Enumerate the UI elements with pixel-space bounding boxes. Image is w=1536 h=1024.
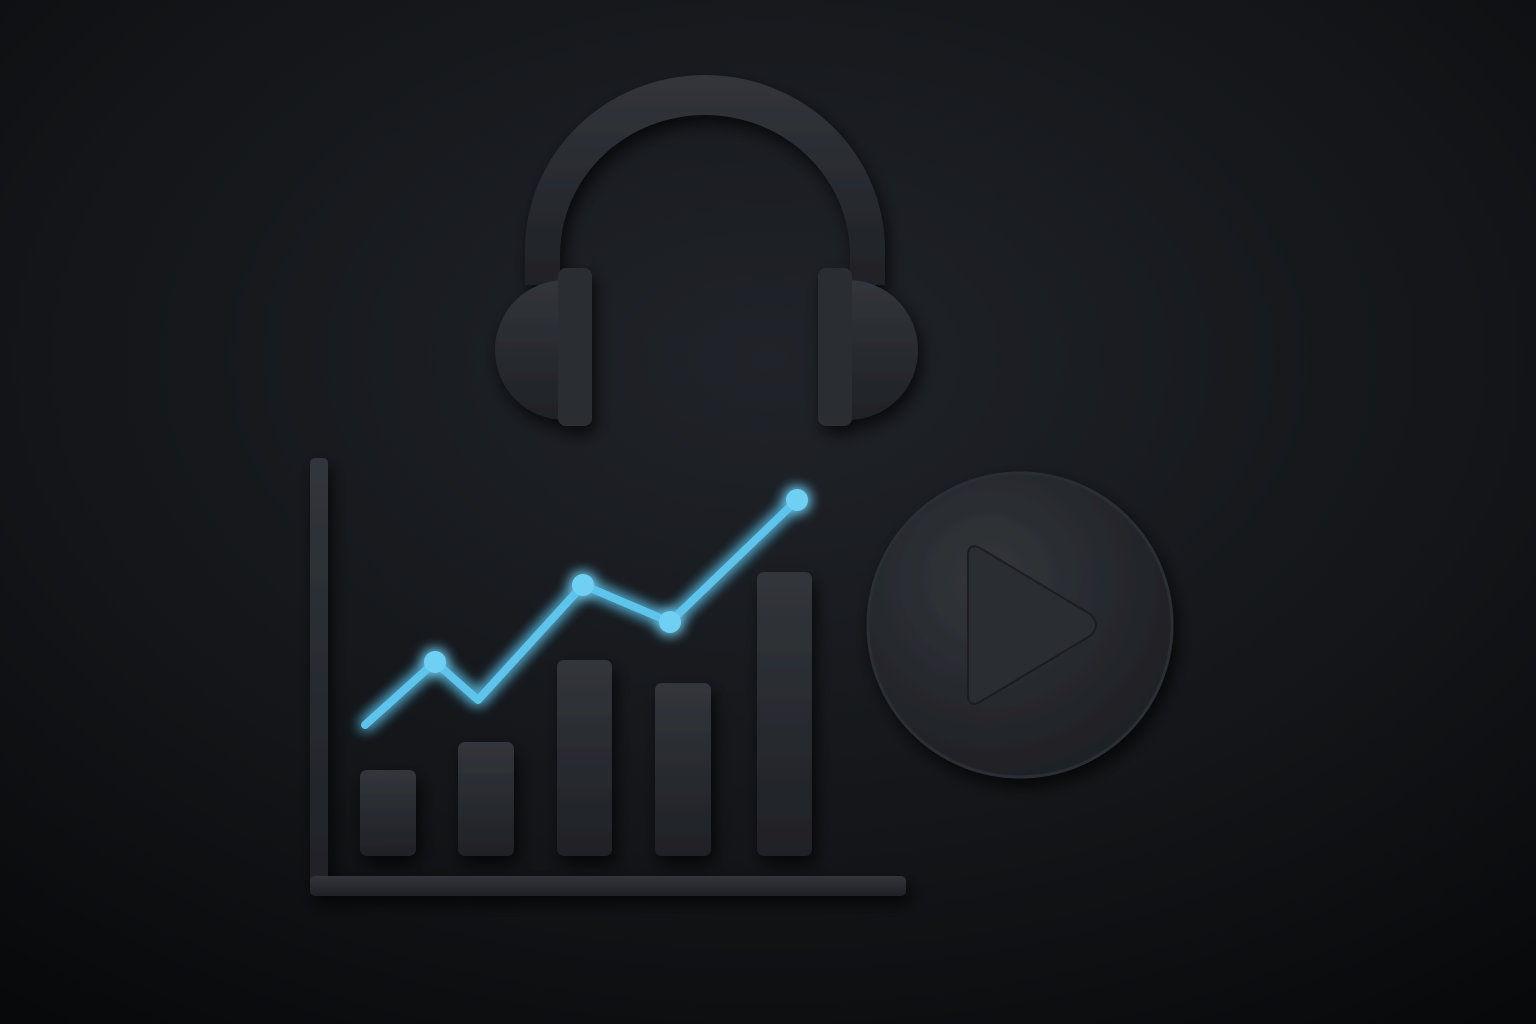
- bar: [360, 770, 416, 856]
- headphones: [495, 75, 918, 426]
- trend-dot: [424, 651, 446, 673]
- right-ear-cup: [848, 280, 918, 420]
- bar: [655, 683, 711, 856]
- trend-dot: [786, 489, 808, 511]
- left-ear-pad: [558, 268, 592, 426]
- trend-line: [361, 489, 808, 729]
- play-button: [866, 471, 1174, 779]
- right-ear-pad: [818, 268, 852, 426]
- horizontal-axis: [310, 876, 906, 896]
- headband: [525, 75, 885, 285]
- play-triangle: [967, 545, 1097, 705]
- left-ear-cup: [495, 280, 565, 420]
- trend-path: [361, 496, 801, 729]
- trend-dot: [572, 574, 594, 596]
- bar: [557, 660, 612, 856]
- chart-icon: [310, 458, 906, 896]
- bar: [458, 742, 514, 856]
- bar: [757, 572, 812, 856]
- vertical-axis: [310, 458, 328, 894]
- trend-dot: [659, 611, 681, 633]
